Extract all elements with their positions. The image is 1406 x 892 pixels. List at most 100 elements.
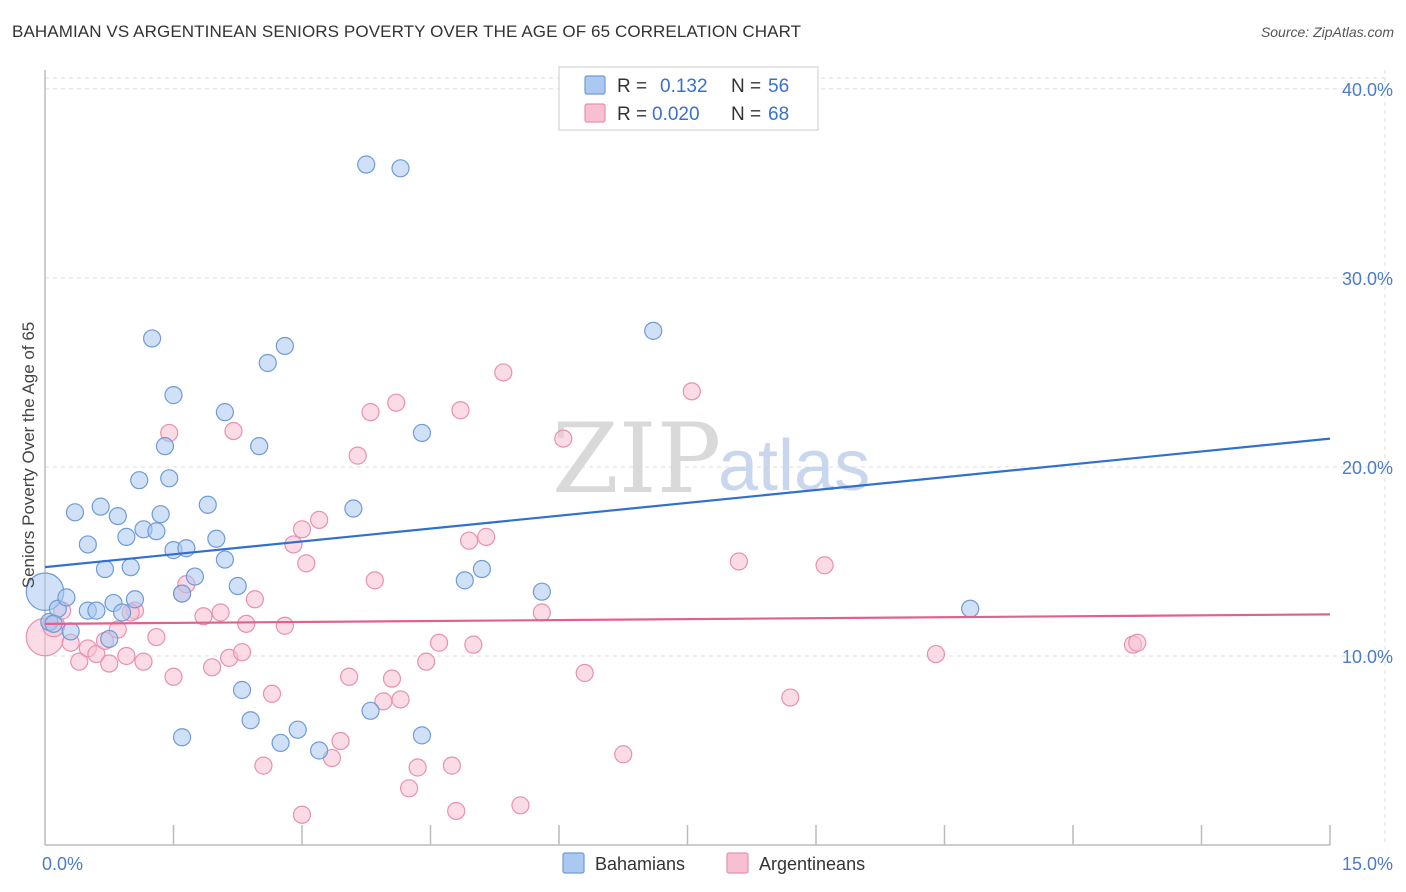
argentineans-point	[70, 652, 89, 671]
argentineans-point	[365, 571, 384, 590]
argentineans-point	[194, 607, 213, 626]
bahamians-point	[185, 567, 205, 586]
argentineans-point	[224, 421, 243, 441]
argentineans-point	[387, 393, 406, 412]
legend-r-value-1: 0.132	[660, 76, 708, 97]
y-tick-label: 20.0%	[1342, 458, 1393, 478]
argentineans-point	[682, 382, 701, 401]
watermark-atlas: atlas	[718, 426, 870, 506]
legend-swatch-argentineans	[584, 103, 606, 123]
argentineans-point	[408, 758, 427, 777]
bahamians-point	[87, 601, 106, 620]
bahamians-point	[91, 497, 110, 516]
trend-lines	[44, 437, 1331, 625]
legend-r-value-2: 0.020	[652, 104, 700, 125]
bahamians-point	[357, 155, 376, 174]
watermark-zip: ZIP	[552, 403, 721, 515]
bahamians-point	[644, 321, 663, 340]
tick-labels: 10.0% 20.0% 30.0% 40.0% 0.0% 15.0%	[42, 80, 1393, 874]
argentineans-point	[729, 552, 749, 571]
bahamians-point	[271, 733, 290, 753]
legend-r-label-1: R =	[617, 76, 647, 97]
argentineans-point	[382, 669, 402, 688]
y-tick-label: 30.0%	[1342, 269, 1393, 289]
argentineans-point	[459, 531, 479, 550]
bahamians-point	[412, 726, 432, 745]
bahamians-point	[130, 471, 149, 490]
bahamians-point	[164, 386, 183, 405]
argentineans-point	[331, 731, 350, 751]
legend-n-value-1: 56	[768, 76, 789, 97]
bahamians-point	[61, 622, 80, 641]
bahamians-point	[142, 329, 162, 348]
bottom-legend-bahamians: Bahamians	[595, 854, 685, 874]
argentineans-point	[477, 527, 496, 546]
argentineans-point	[340, 667, 359, 686]
bahamians-point	[65, 503, 85, 522]
argentineans-point	[292, 805, 312, 824]
bottom-legend-argentineans: Argentineans	[759, 854, 865, 874]
bahamians-point	[250, 437, 269, 456]
argentineans-point	[232, 643, 252, 662]
legend-r-label-2: R =	[617, 104, 647, 125]
chart-title: BAHAMIAN VS ARGENTINEAN SENIORS POVERTY …	[12, 22, 802, 41]
argentineans-point	[447, 801, 466, 821]
bahamians-point	[232, 680, 252, 700]
argentineans-point	[399, 779, 419, 798]
argentineans-point	[417, 652, 436, 671]
bottom-legend-swatch-argentineans	[726, 852, 749, 874]
source-label: Source: ZipAtlas.com	[1260, 24, 1394, 40]
bahamians-point	[228, 576, 247, 596]
x-tick-label-min: 0.0%	[42, 854, 83, 874]
argentineans-point	[1128, 633, 1147, 652]
argentineans-point	[297, 554, 316, 573]
bahamians-trend-line	[44, 437, 1331, 569]
argentineans-trend-line	[44, 613, 1331, 625]
x-tick-label-max: 15.0%	[1342, 854, 1393, 874]
bahamians-point	[532, 582, 551, 601]
bahamians-point	[117, 527, 136, 546]
bahamians-point	[472, 559, 491, 579]
legend-n-label-1: N =	[731, 76, 761, 97]
bahamians-point	[147, 522, 166, 541]
bahamians-point	[151, 505, 170, 524]
argentineans-point	[348, 446, 367, 465]
argentineans-point	[87, 644, 106, 664]
bahamians-point	[207, 529, 226, 548]
argentineans-point	[554, 429, 573, 448]
bahamians-point	[125, 590, 145, 609]
argentineans-point	[532, 603, 551, 622]
bahamians-point	[961, 599, 980, 618]
bottom-legend: Bahamians Argentineans	[562, 852, 865, 874]
bahamians-point	[391, 159, 410, 178]
bahamians-point	[172, 728, 192, 747]
legend-n-value-2: 68	[768, 104, 789, 125]
argentineans-point	[575, 663, 594, 683]
argentineans-point	[254, 756, 273, 775]
bahamians-point	[155, 437, 175, 456]
argentineans-point	[100, 654, 119, 673]
bahamians-point	[412, 423, 432, 443]
y-tick-label: 10.0%	[1342, 647, 1393, 667]
bahamians-point	[310, 741, 329, 760]
argentineans-point	[202, 658, 222, 677]
bahamians-point	[198, 495, 217, 514]
bahamians-points	[25, 155, 980, 760]
bahamians-point	[215, 403, 234, 422]
argentineans-point	[614, 745, 633, 764]
argentineans-point	[815, 556, 834, 575]
argentineans-point	[147, 627, 166, 647]
argentineans-point	[511, 796, 530, 815]
bahamians-point	[108, 506, 127, 526]
argentineans-point	[245, 590, 264, 609]
bahamians-point	[344, 499, 363, 518]
argentineans-point	[926, 644, 946, 664]
argentineans-point	[237, 614, 256, 633]
argentineans-point	[164, 667, 183, 686]
bahamians-point	[172, 584, 192, 603]
argentineans-point	[429, 633, 449, 652]
bahamians-point	[241, 711, 260, 730]
bahamians-point	[95, 559, 115, 579]
argentineans-point	[464, 635, 483, 654]
argentineans-point	[211, 603, 230, 622]
